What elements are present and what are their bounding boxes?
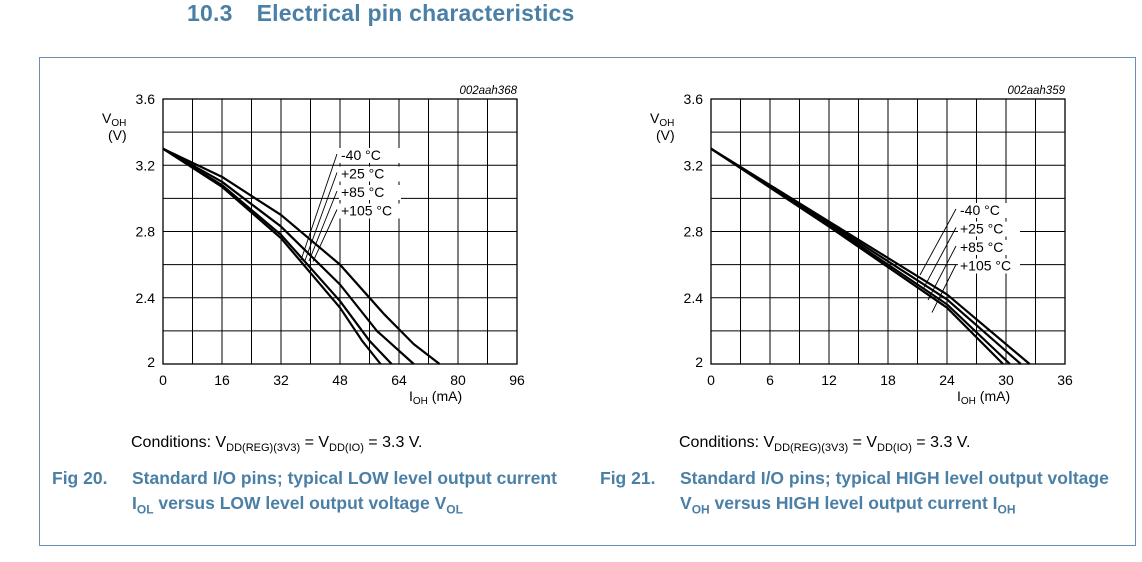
section-title: Electrical pin characteristics	[256, 0, 575, 26]
x-tick-label: 80	[450, 372, 466, 388]
x-tick-label: 16	[214, 372, 230, 388]
x-tick-label: 0	[707, 372, 715, 388]
legend-label-bg	[339, 203, 401, 219]
series-line	[162, 147, 441, 365]
y-tick-label: 2.8	[684, 224, 704, 240]
legend-label: -40 °C	[960, 202, 1000, 218]
y-tick-label: 2.8	[136, 224, 156, 240]
legend-label: +25 °C	[960, 221, 1003, 237]
caption-fig20-number: Fig 20.	[52, 468, 108, 488]
legend-label: +105 °C	[341, 203, 392, 219]
x-tick-label: 96	[509, 372, 525, 388]
y-tick-label: 2.4	[136, 290, 156, 306]
y-axis-unit: (V)	[656, 127, 675, 143]
x-tick-label: 24	[939, 372, 955, 388]
legend-leader-line	[312, 209, 338, 262]
x-tick-label: 36	[1057, 372, 1073, 388]
caption-fig21: Fig 21. Standard I/O pins; typical HIGH …	[600, 466, 1120, 546]
x-axis-label: IOH (mA)	[957, 388, 1010, 407]
y-tick-label: 2.4	[684, 290, 704, 306]
section-heading: 10.3 Electrical pin characteristics	[187, 0, 575, 27]
plot-border	[162, 98, 518, 365]
y-tick-label: 3.2	[136, 157, 156, 173]
y-tick-label: 3.6	[136, 91, 156, 107]
y-tick-label: 3.2	[684, 157, 704, 173]
x-axis-label: IOH (mA)	[409, 388, 462, 407]
series-line	[710, 147, 1011, 365]
section-number: 10.3	[187, 0, 233, 26]
legend-label-bg	[958, 203, 1020, 218]
x-tick-label: 0	[159, 372, 167, 388]
x-tick-label: 48	[332, 372, 348, 388]
legend-leader-line	[919, 208, 957, 276]
caption-fig21-number: Fig 21.	[600, 468, 656, 488]
legend-leader-line	[923, 227, 957, 288]
caption-fig20-text: Standard I/O pins; typical LOW level out…	[132, 468, 557, 517]
legend-label: -40 °C	[341, 147, 381, 163]
legend-leader-line	[308, 190, 338, 262]
legend-label-bg	[958, 258, 1020, 274]
legend-leader-line	[300, 153, 338, 261]
series-line	[710, 147, 1004, 365]
caption-fig21-text: Standard I/O pins; typical HIGH level ou…	[680, 468, 1109, 517]
legend-label-bg	[958, 240, 1020, 255]
series-line	[162, 147, 393, 365]
legend-label-bg	[339, 148, 401, 163]
plot-border	[710, 98, 1066, 365]
x-tick-label: 32	[273, 372, 289, 388]
x-tick-label: 30	[998, 372, 1014, 388]
y-axis-label: VOH	[650, 110, 674, 129]
caption-fig20: Fig 20. Standard I/O pins; typical LOW l…	[52, 466, 572, 546]
y-tick-label: 2	[695, 354, 703, 370]
x-tick-label: 64	[391, 372, 407, 388]
legend-leader-line	[304, 172, 338, 261]
x-tick-label: 6	[766, 372, 774, 388]
series-line	[162, 147, 382, 365]
y-tick-label: 2	[147, 354, 155, 370]
series-line	[162, 147, 415, 365]
legend-label: +105 °C	[960, 258, 1011, 274]
y-axis-unit: (V)	[108, 127, 127, 143]
legend-leader-line	[931, 264, 957, 313]
y-axis-label: VOH	[102, 110, 126, 129]
legend-label-bg	[339, 185, 401, 200]
x-tick-label: 18	[880, 372, 896, 388]
y-tick-label: 3.6	[684, 91, 704, 107]
legend-label: +85 °C	[960, 239, 1003, 255]
x-tick-label: 12	[821, 372, 837, 388]
legend-leader-line	[927, 245, 957, 301]
legend-label-bg	[958, 221, 1020, 237]
conditions-fig20: Conditions: VDD(REG)(3V3) = VDD(IO) = 3.…	[131, 434, 423, 455]
figure-frame	[39, 57, 1136, 546]
legend-label: +85 °C	[341, 184, 384, 200]
figure-id-label: 002aah359	[1007, 85, 1065, 97]
legend-label: +25 °C	[341, 166, 384, 182]
figure-id-label: 002aah368	[459, 85, 517, 97]
legend-label-bg	[339, 166, 401, 182]
conditions-fig21: Conditions: VDD(REG)(3V3) = VDD(IO) = 3.…	[679, 434, 971, 455]
